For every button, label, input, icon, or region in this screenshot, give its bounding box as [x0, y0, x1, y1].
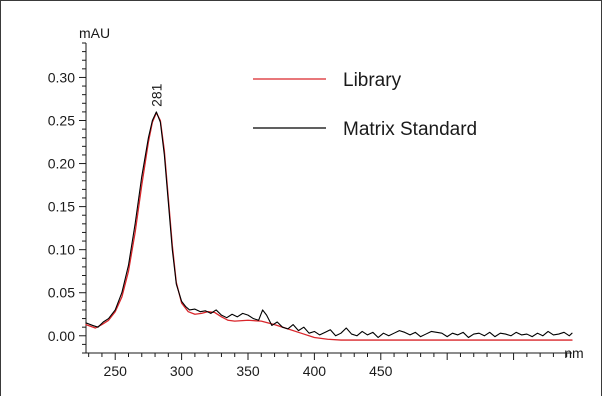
- y-tick-label: 0.25: [48, 113, 75, 129]
- plot-area: [86, 43, 572, 353]
- x-tick-label: 300: [170, 363, 194, 379]
- legend-label-library: Library: [343, 70, 402, 91]
- y-tick-label: 0.00: [48, 328, 75, 344]
- library-series-line: [85, 112, 573, 341]
- annotations: 281: [148, 83, 164, 107]
- y-tick-label: 0.10: [48, 242, 75, 258]
- series-group: [85, 111, 573, 341]
- y-axis-unit-label: mAU: [79, 25, 110, 41]
- y-tick-label: 0.30: [48, 69, 75, 85]
- y-axis: 0.00 0.05 0.10 0.15 0.20 0.25 0.30: [48, 42, 87, 354]
- x-tick-label: 450: [369, 363, 393, 379]
- legend-label-matrix-standard: Matrix Standard: [343, 119, 477, 140]
- x-axis: 250 300 350 400 450: [86, 352, 572, 379]
- y-tick-label: 0.20: [48, 156, 75, 172]
- x-axis-unit-label: nm: [564, 345, 583, 361]
- x-tick-label: 350: [236, 363, 260, 379]
- y-tick-label: 0.05: [48, 285, 75, 301]
- x-tick-label: 250: [104, 363, 128, 379]
- peak-annotation-label: 281: [148, 83, 164, 107]
- legend: Library Matrix Standard: [253, 70, 477, 140]
- matrix-standard-series-line: [85, 111, 573, 339]
- x-tick-label: 400: [303, 363, 327, 379]
- y-tick-label: 0.15: [48, 199, 75, 215]
